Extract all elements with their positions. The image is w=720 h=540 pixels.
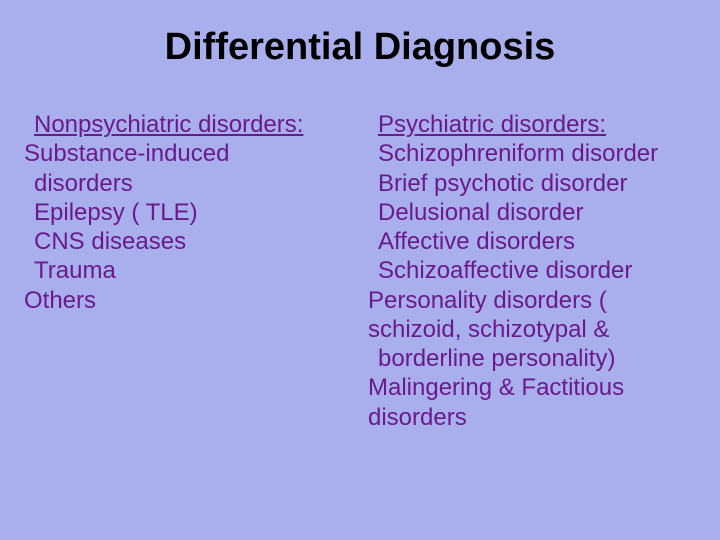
right-line: Delusional disorder (368, 198, 696, 227)
right-heading: Psychiatric disorders: (378, 111, 606, 138)
right-line: Personality disorders ( (368, 286, 696, 315)
right-line: Affective disorders (368, 227, 696, 256)
right-line: Schizophreniform disorder (368, 139, 696, 168)
slide-title: Differential Diagnosis (0, 26, 720, 69)
left-line: Others (24, 286, 352, 315)
right-line: borderline personality) (368, 344, 696, 373)
right-line: Schizoaffective disorder (368, 256, 696, 285)
left-column: Nonpsychiatric disorders: Substance-indu… (24, 110, 360, 432)
left-heading: Nonpsychiatric disorders: (34, 111, 303, 138)
left-line: Trauma (24, 256, 352, 285)
right-heading-row: Psychiatric disorders: (368, 110, 696, 139)
left-line: CNS diseases (24, 227, 352, 256)
columns: Nonpsychiatric disorders: Substance-indu… (24, 110, 696, 432)
right-line: Malingering & Factitious (368, 373, 696, 402)
left-heading-row: Nonpsychiatric disorders: (24, 110, 352, 139)
left-line: Epilepsy ( TLE) (24, 198, 352, 227)
left-line: Substance-induced (24, 139, 352, 168)
slide: Differential Diagnosis Nonpsychiatric di… (0, 0, 720, 540)
right-line: disorders (368, 403, 696, 432)
left-line: disorders (24, 169, 352, 198)
right-line: Brief psychotic disorder (368, 169, 696, 198)
right-line: schizoid, schizotypal & (368, 315, 696, 344)
right-column: Psychiatric disorders: Schizophreniform … (360, 110, 696, 432)
